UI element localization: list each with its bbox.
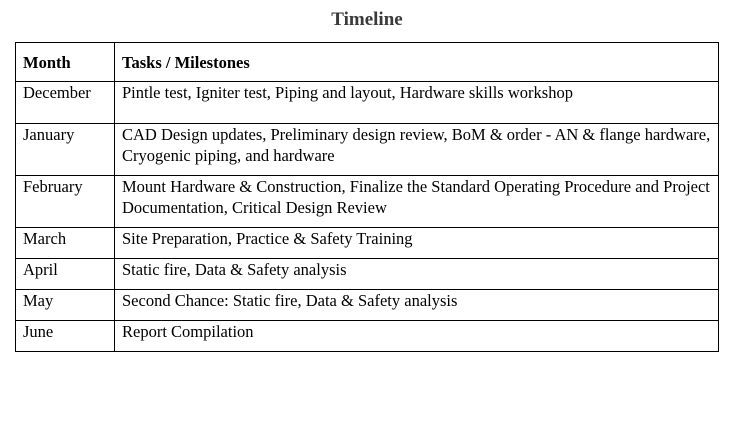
tasks-cell: Static fire, Data & Safety analysis xyxy=(114,258,719,290)
tasks-cell: CAD Design updates, Preliminary design r… xyxy=(114,123,719,176)
month-cell: January xyxy=(15,123,115,176)
month-cell: December xyxy=(15,81,115,124)
table-row: March Site Preparation, Practice & Safet… xyxy=(15,227,719,259)
tasks-cell: Site Preparation, Practice & Safety Trai… xyxy=(114,227,719,259)
column-header-month: Month xyxy=(15,42,115,82)
table-row: May Second Chance: Static fire, Data & S… xyxy=(15,289,719,321)
table-row: June Report Compilation xyxy=(15,320,719,352)
month-cell: June xyxy=(15,320,115,352)
month-cell: March xyxy=(15,227,115,259)
table-row: January CAD Design updates, Preliminary … xyxy=(15,123,719,176)
column-header-tasks: Tasks / Milestones xyxy=(114,42,719,82)
month-cell: May xyxy=(15,289,115,321)
table-row: December Pintle test, Igniter test, Pipi… xyxy=(15,81,719,124)
tasks-cell: Pintle test, Igniter test, Piping and la… xyxy=(114,81,719,124)
tasks-cell: Second Chance: Static fire, Data & Safet… xyxy=(114,289,719,321)
timeline-table: Month Tasks / Milestones December Pintle… xyxy=(15,42,719,352)
table-row: April Static fire, Data & Safety analysi… xyxy=(15,258,719,290)
month-cell: April xyxy=(15,258,115,290)
month-cell: February xyxy=(15,175,115,228)
tasks-cell: Mount Hardware & Construction, Finalize … xyxy=(114,175,719,228)
page-title: Timeline xyxy=(331,9,403,30)
table-row: February Mount Hardware & Construction, … xyxy=(15,175,719,228)
tasks-cell: Report Compilation xyxy=(114,320,719,352)
table-header-row: Month Tasks / Milestones xyxy=(15,42,719,82)
